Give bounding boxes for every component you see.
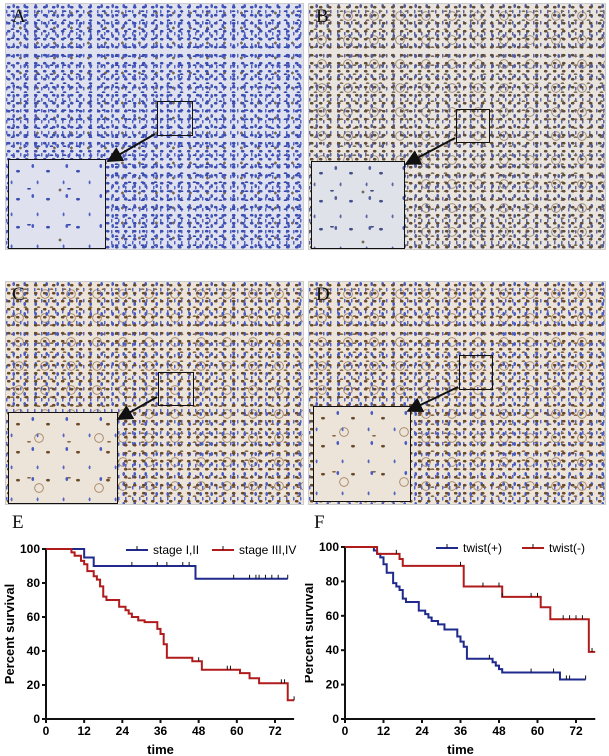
survival-chart-e: 0 12 24 36 48 60 72 0 20 40 60 80 100 time Percent sur… <box>2 542 296 756</box>
survival-curve-1 <box>46 548 288 580</box>
y-tick-label: 0 <box>33 712 40 726</box>
x-tick-label: 0 <box>342 724 349 738</box>
micrograph-a <box>5 3 304 250</box>
x-tick-label: 72 <box>268 724 282 738</box>
y-tick-label: 40 <box>326 643 340 657</box>
micrograph-d <box>308 281 606 505</box>
x-tick-label: 60 <box>230 724 244 738</box>
arrow-d <box>406 386 459 413</box>
arrow-a <box>106 133 156 163</box>
survival-chart-f: 0 12 24 36 48 60 72 0 20 40 60 80 100 time Percent sur… <box>305 540 596 756</box>
legend-label: twist(+) <box>463 541 502 555</box>
micrograph-c <box>5 281 304 505</box>
arrow-c <box>116 396 158 420</box>
y-tick-label: 60 <box>326 609 340 623</box>
zoom-region-box <box>456 109 490 143</box>
x-axis-label: time <box>447 742 474 756</box>
x-tick-label: 48 <box>192 724 206 738</box>
legend-label: stage III,IV <box>239 543 296 557</box>
magnified-inset <box>311 161 405 249</box>
micrograph-b <box>308 3 606 250</box>
y-tick-label: 40 <box>27 644 41 658</box>
y-tick-label: 100 <box>319 540 339 554</box>
x-axis-label: time <box>147 742 174 756</box>
x-tick-label: 0 <box>43 724 50 738</box>
y-tick-label: 60 <box>27 610 41 624</box>
panel-label-f: F <box>314 512 325 533</box>
x-tick-label: 60 <box>531 724 545 738</box>
x-tick-label: 12 <box>77 724 91 738</box>
zoom-region-box <box>459 355 493 390</box>
legend-label: stage I,II <box>153 543 199 557</box>
panel-label-c: C <box>12 284 25 305</box>
arrow-b <box>404 137 456 165</box>
magnified-inset <box>8 159 106 249</box>
y-axis-label: Percent survival <box>2 584 17 684</box>
zoom-region-box <box>157 101 193 136</box>
y-axis-label: Percent survival <box>305 583 316 683</box>
x-tick-label: 72 <box>569 724 583 738</box>
panel-label-b: B <box>316 6 329 27</box>
x-tick-label: 24 <box>415 724 429 738</box>
x-tick-label: 12 <box>377 724 391 738</box>
magnified-inset <box>8 412 118 504</box>
legend-label: twist(-) <box>549 541 585 555</box>
panel-label-d: D <box>316 284 330 305</box>
y-tick-label: 100 <box>20 542 40 556</box>
panel-label-a: A <box>12 6 26 27</box>
magnified-inset <box>313 406 411 502</box>
y-tick-label: 20 <box>27 678 41 692</box>
x-tick-label: 48 <box>492 724 506 738</box>
x-tick-label: 36 <box>454 724 468 738</box>
y-tick-label: 0 <box>332 712 339 726</box>
panel-label-e: E <box>12 512 24 533</box>
x-tick-label: 24 <box>116 724 130 738</box>
survival-curve-2 <box>46 548 295 702</box>
x-tick-label: 36 <box>154 724 168 738</box>
y-tick-label: 80 <box>27 576 41 590</box>
survival-curve-1 <box>345 546 586 681</box>
inset-arrows <box>106 133 459 420</box>
y-tick-label: 20 <box>326 678 340 692</box>
zoom-region-box <box>158 372 194 406</box>
y-tick-label: 80 <box>326 574 340 588</box>
